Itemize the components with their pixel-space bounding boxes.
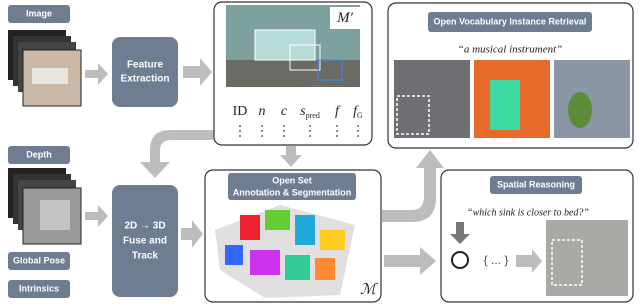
depth-tag: [8, 146, 70, 164]
image-label: Image: [26, 8, 52, 18]
ellipsis-dot: [309, 135, 311, 137]
reasoning-image: [546, 220, 628, 296]
reasoning-query: “which sink is closer to bed?”: [467, 207, 589, 218]
ellipsis-dot: [309, 125, 311, 127]
seg-tag: [228, 173, 356, 200]
attribute-symbol: s: [300, 104, 306, 119]
feature-line: Extraction: [121, 74, 170, 85]
ellipsis-dot: [357, 125, 359, 127]
ellipsis-dot: [239, 125, 241, 127]
ellipsis-dot: [261, 130, 263, 132]
map-image: [226, 5, 360, 87]
arrow: [516, 249, 542, 273]
ellipsis-dot: [309, 130, 311, 132]
ellipsis-dot: [283, 130, 285, 132]
fuse-line: Fuse and: [123, 236, 167, 247]
attribute: ID: [233, 104, 248, 119]
ellipsis-dot: [336, 125, 338, 127]
seg-title: Annotation & Segmentation: [233, 187, 352, 197]
fuse-line: Track: [132, 251, 159, 262]
down-arrow: [450, 222, 470, 244]
feature-box: [112, 37, 178, 107]
highlight-box: [551, 239, 583, 286]
ellipsis-dot: [283, 135, 285, 137]
intrinsics-label: Intrinsics: [19, 283, 59, 293]
feature-line: Feature: [127, 60, 164, 71]
attribute-symbol: f: [335, 104, 341, 119]
image-stack: [8, 30, 82, 107]
segmentation-map: [215, 205, 355, 298]
placeholder: { ... }: [484, 253, 509, 267]
ellipsis-dot: [261, 135, 263, 137]
seg-symbol: ℳ: [360, 282, 378, 298]
arrows: [85, 58, 444, 275]
seg-title: Open Set: [272, 175, 312, 185]
retrieval-tag: [428, 12, 592, 32]
attribute-symbol: f: [353, 104, 359, 119]
retrieval-images: [394, 60, 630, 138]
reasoning-title: Spatial Reasoning: [497, 179, 575, 189]
fuse-box: [112, 185, 178, 297]
attribute-symbol: ID: [233, 104, 248, 119]
reasoning-tag: [490, 176, 582, 194]
map-symbol: M′: [336, 10, 353, 26]
attribute: fG: [353, 104, 363, 120]
attribute: f: [335, 104, 341, 119]
depth-label: Depth: [26, 149, 52, 159]
llm-icon: [451, 251, 469, 269]
depth-stack: [8, 168, 82, 245]
pose-tag: [8, 252, 70, 270]
intrinsics-tag: [8, 280, 70, 298]
symbol-bg: [330, 7, 360, 29]
image-tag: [8, 5, 70, 23]
attribute-symbol: n: [259, 104, 266, 119]
fuse-line: 2D → 3D: [124, 221, 165, 232]
pose-label: Global Pose: [13, 255, 65, 265]
attribute: c: [281, 104, 288, 119]
attribute-subscript: pred: [306, 111, 320, 120]
attribute: n: [259, 104, 266, 119]
ellipsis-dot: [357, 135, 359, 137]
attributes: ID n c spred f fG: [233, 104, 363, 137]
attribute: spred: [300, 104, 320, 120]
ellipsis-dot: [283, 125, 285, 127]
retrieval-title: Open Vocabulary Instance Retrieval: [434, 16, 587, 26]
ellipsis-dot: [336, 135, 338, 137]
ellipsis-dot: [357, 130, 359, 132]
attribute-symbol: c: [281, 104, 288, 119]
ellipsis-dot: [239, 135, 241, 137]
retrieval-query: “a musical instrument”: [458, 44, 563, 56]
ellipsis-dot: [261, 125, 263, 127]
ellipsis-dot: [336, 130, 338, 132]
attribute-subscript: G: [357, 111, 363, 120]
ellipsis-dot: [239, 130, 241, 132]
